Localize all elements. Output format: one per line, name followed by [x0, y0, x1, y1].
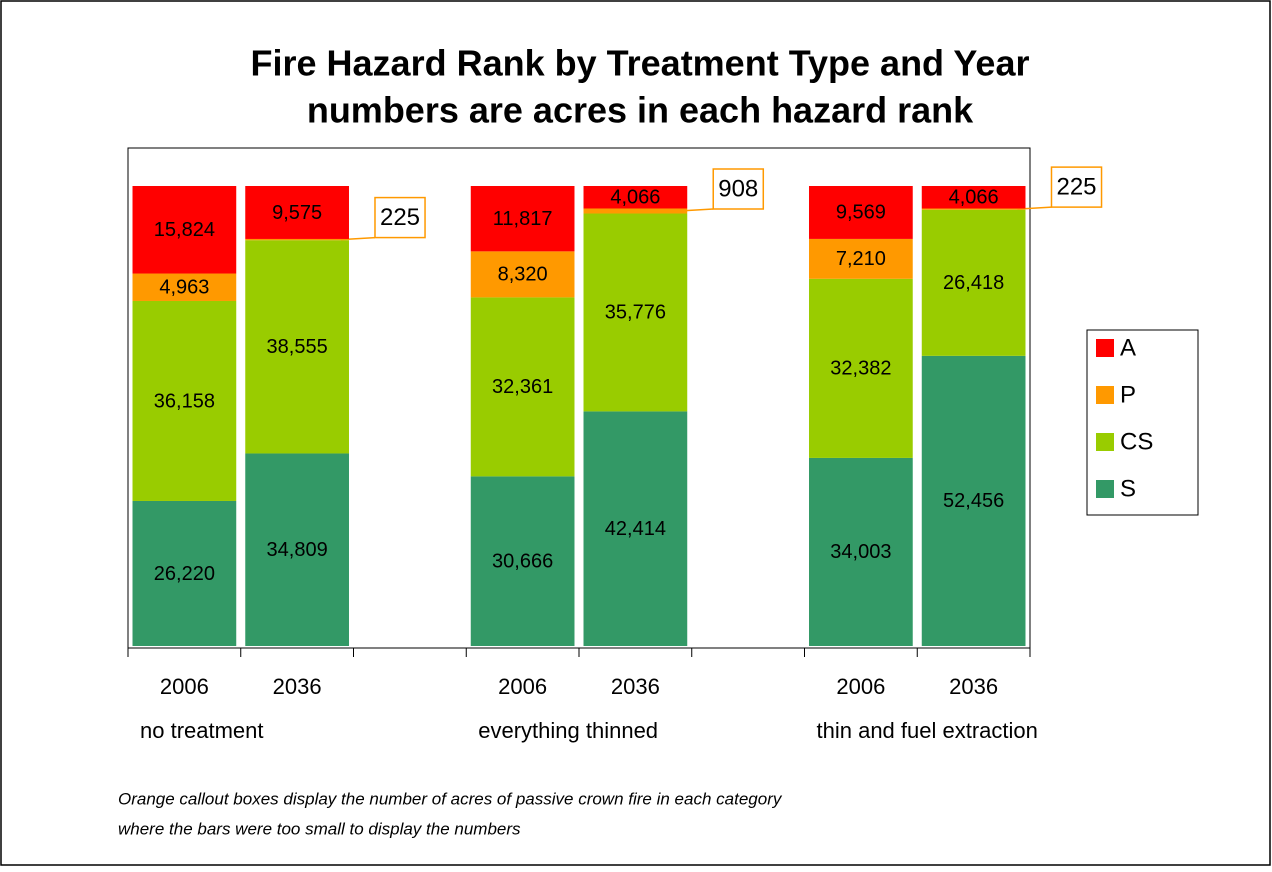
data-label: 34,003	[830, 541, 891, 563]
bar-segment	[470, 251, 575, 298]
footnote: where the bars were too small to display…	[118, 819, 521, 838]
group-label: thin and fuel extraction	[817, 718, 1038, 743]
bar-segment	[921, 208, 1026, 210]
bar-segment	[132, 300, 237, 501]
legend-label: S	[1120, 475, 1136, 502]
bar-segment	[470, 186, 575, 252]
bar-segment	[809, 238, 913, 279]
x-tick-label: 2036	[611, 674, 660, 699]
bar-segment	[470, 297, 575, 477]
data-label: 35,776	[605, 302, 666, 324]
data-label: 9,569	[836, 202, 886, 224]
data-label: 34,809	[267, 539, 328, 561]
bar-segment	[245, 238, 349, 241]
x-tick-label: 2006	[498, 674, 547, 699]
data-label: 26,418	[943, 272, 1004, 294]
data-label: 36,158	[154, 390, 215, 412]
bar-segment	[809, 457, 913, 646]
callout-box	[374, 196, 426, 239]
data-label: 4,066	[610, 187, 660, 209]
x-tick-label: 2036	[949, 674, 998, 699]
bar-segment	[583, 208, 688, 214]
chart-title: Fire Hazard Rank by Treatment Type and Y…	[251, 43, 1030, 84]
bar-segment	[245, 186, 349, 239]
bar-segment	[583, 186, 688, 209]
data-label: 26,220	[154, 563, 215, 585]
data-label: 32,361	[492, 376, 553, 398]
data-label: 52,456	[943, 490, 1004, 512]
bar-segment	[583, 213, 688, 412]
data-label: 4,963	[159, 277, 209, 299]
bar-segment	[809, 186, 913, 239]
callout-box	[1050, 166, 1103, 208]
legend-label: A	[1120, 334, 1136, 361]
footnote: Orange callout boxes display the number …	[118, 789, 783, 808]
chart-subtitle: numbers are acres in each hazard rank	[307, 90, 974, 131]
legend-swatch	[1096, 386, 1114, 404]
data-label: 9,575	[272, 202, 322, 224]
group-label: no treatment	[140, 718, 264, 743]
bar-segment	[132, 186, 237, 274]
group-label: everything thinned	[478, 718, 658, 743]
bar-segment	[921, 355, 1026, 646]
legend-swatch	[1096, 339, 1114, 357]
data-label: 30,666	[492, 550, 553, 572]
bar-segment	[245, 453, 349, 646]
data-label: 8,320	[498, 264, 548, 286]
data-label: 7,210	[836, 248, 886, 270]
x-tick-label: 2006	[160, 674, 209, 699]
callout-label: 908	[718, 175, 758, 202]
data-label: 42,414	[605, 518, 666, 540]
bar-segment	[132, 273, 237, 301]
bar-segment	[809, 278, 913, 458]
callout-leader	[679, 208, 714, 212]
bar-segment	[583, 411, 688, 646]
bar-segment	[921, 209, 1026, 356]
legend-label: P	[1120, 381, 1136, 408]
data-label: 38,555	[267, 336, 328, 358]
bar-segment	[245, 240, 349, 454]
callout-label: 225	[1056, 173, 1096, 200]
callout-leader	[1017, 206, 1052, 210]
data-label: 32,382	[830, 358, 891, 380]
x-tick-label: 2006	[836, 674, 885, 699]
bar-segment	[470, 476, 575, 646]
data-label: 11,817	[493, 208, 553, 230]
callout-label: 225	[380, 204, 420, 231]
bar-segment	[921, 186, 1026, 209]
legend-label: CS	[1120, 428, 1153, 455]
data-label: 4,066	[949, 187, 999, 209]
x-tick-label: 2036	[273, 674, 322, 699]
callout-box	[712, 168, 765, 210]
bar-segment	[132, 500, 237, 646]
data-label: 15,824	[154, 219, 215, 241]
legend-swatch	[1096, 480, 1114, 498]
callout-leader	[340, 236, 376, 241]
legend-swatch	[1096, 433, 1114, 451]
